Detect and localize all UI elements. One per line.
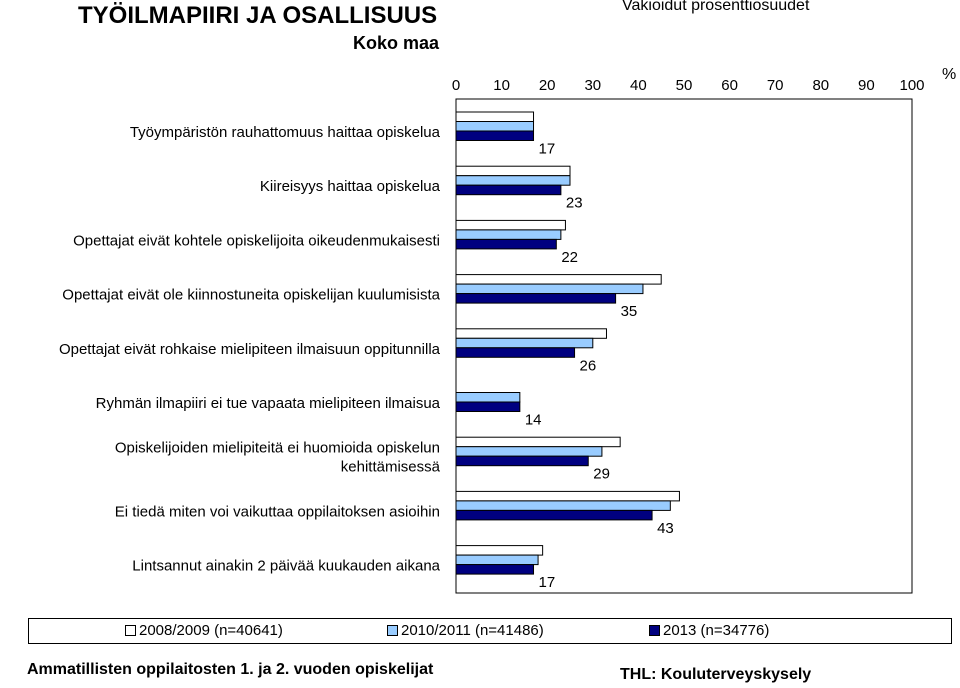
- x-tick-label: 20: [539, 77, 556, 94]
- x-tick-label: 60: [721, 77, 738, 94]
- category-label: kehittämisessä: [341, 459, 441, 476]
- page-subtitle: Koko maa: [353, 33, 440, 53]
- bar: [455, 175, 571, 186]
- bar: [455, 130, 535, 141]
- bar: [455, 293, 617, 304]
- data-label: 43: [657, 520, 674, 537]
- bar: [455, 229, 562, 240]
- bar: [455, 337, 594, 349]
- data-label: 29: [593, 466, 610, 483]
- data-label: 35: [621, 303, 638, 320]
- bar: [455, 219, 566, 231]
- data-label: 14: [525, 412, 542, 429]
- x-tick-label: 0: [452, 77, 460, 94]
- bar: [455, 564, 535, 575]
- category-label: Opettajat eivät kohtele opiskelijoita oi…: [73, 232, 440, 249]
- legend-label-2008: 2008/2009 (n=40641): [139, 622, 283, 639]
- bar: [455, 436, 621, 448]
- legend-label-2010: 2010/2011 (n=41486): [401, 622, 544, 639]
- bar: [455, 490, 680, 502]
- legend-swatch-2013: [649, 625, 660, 636]
- bar: [455, 111, 535, 122]
- legend-label-2013: 2013 (n=34776): [663, 622, 770, 639]
- bar: [455, 165, 571, 177]
- bar: [455, 446, 603, 457]
- x-tick-label: 70: [767, 77, 784, 94]
- footer-population: Ammatillisten oppilaitosten 1. ja 2. vuo…: [27, 661, 434, 678]
- bar: [455, 347, 576, 358]
- page-title: TYÖILMAPIIRI JA OSALLISUUS: [78, 2, 438, 29]
- category-label: Opiskelijoiden mielipiteitä ei huomioida…: [115, 440, 440, 457]
- category-labels: Työympäristön rauhattomuus haittaa opisk…: [59, 124, 441, 575]
- x-tick-label: 100: [899, 77, 924, 94]
- x-tick-label: 90: [858, 77, 875, 94]
- x-tick-label: 50: [676, 77, 693, 94]
- bar: [455, 545, 544, 556]
- legend-item-2013: 2013 (n=34776): [649, 622, 769, 639]
- legend-swatch-2008: [125, 625, 136, 636]
- x-tick-label: 40: [630, 77, 647, 94]
- chart-note: Vakioidut prosenttiosuudet: [622, 0, 810, 14]
- data-labels: 17 23 22 35 26 14 29 43 17: [525, 141, 674, 592]
- data-label: 23: [566, 195, 583, 212]
- data-label: 17: [539, 141, 556, 158]
- category-label: Ryhmän ilmapiiri ei tue vapaata mielipit…: [96, 395, 441, 412]
- x-tick-label: 30: [584, 77, 601, 94]
- x-tick-label: 10: [493, 77, 510, 94]
- category-label: Ei tiedä miten voi vaikuttaa oppilaitoks…: [115, 503, 440, 520]
- bar: [455, 274, 662, 285]
- category-label: Kiireisyys haittaa opiskelua: [260, 178, 441, 195]
- legend-item-2010: 2010/2011 (n=41486): [387, 622, 544, 639]
- x-axis-ticks: 0 10 20 30 40 50 60 70 80 90 100: [452, 77, 925, 94]
- category-label: Opettajat eivät ole kiinnostuneita opisk…: [62, 287, 440, 304]
- x-tick-label: 80: [812, 77, 829, 94]
- footer-source: THL: Kouluterveyskysely: [620, 666, 812, 683]
- category-label: Opettajat eivät rohkaise mielipiteen ilm…: [59, 341, 441, 358]
- data-label: 22: [561, 249, 578, 266]
- bar: [455, 401, 521, 412]
- bar: [455, 184, 562, 196]
- bar: [455, 554, 539, 566]
- bar: [455, 121, 535, 132]
- bar: [455, 392, 521, 403]
- data-label: 17: [539, 574, 556, 591]
- category-label: Lintsannut ainakin 2 päivää kuukauden ai…: [132, 558, 440, 575]
- bar-chart: 0 10 20 30 40 50 60 70 80 90 100 Työympäristön rau…: [59, 77, 925, 594]
- data-label: 26: [580, 357, 597, 374]
- legend-swatch-2010: [387, 625, 398, 636]
- bars: [455, 111, 680, 575]
- axis-unit-label: %: [942, 66, 957, 83]
- bar: [455, 500, 671, 511]
- bar: [455, 455, 589, 467]
- bar: [455, 509, 653, 521]
- bar: [455, 283, 644, 295]
- legend-item-2008: 2008/2009 (n=40641): [125, 622, 283, 639]
- category-label: Työympäristön rauhattomuus haittaa opisk…: [130, 124, 441, 141]
- bar: [455, 328, 607, 339]
- bar: [455, 238, 557, 250]
- legend: 2008/2009 (n=40641) 2010/2011 (n=41486) …: [28, 618, 952, 644]
